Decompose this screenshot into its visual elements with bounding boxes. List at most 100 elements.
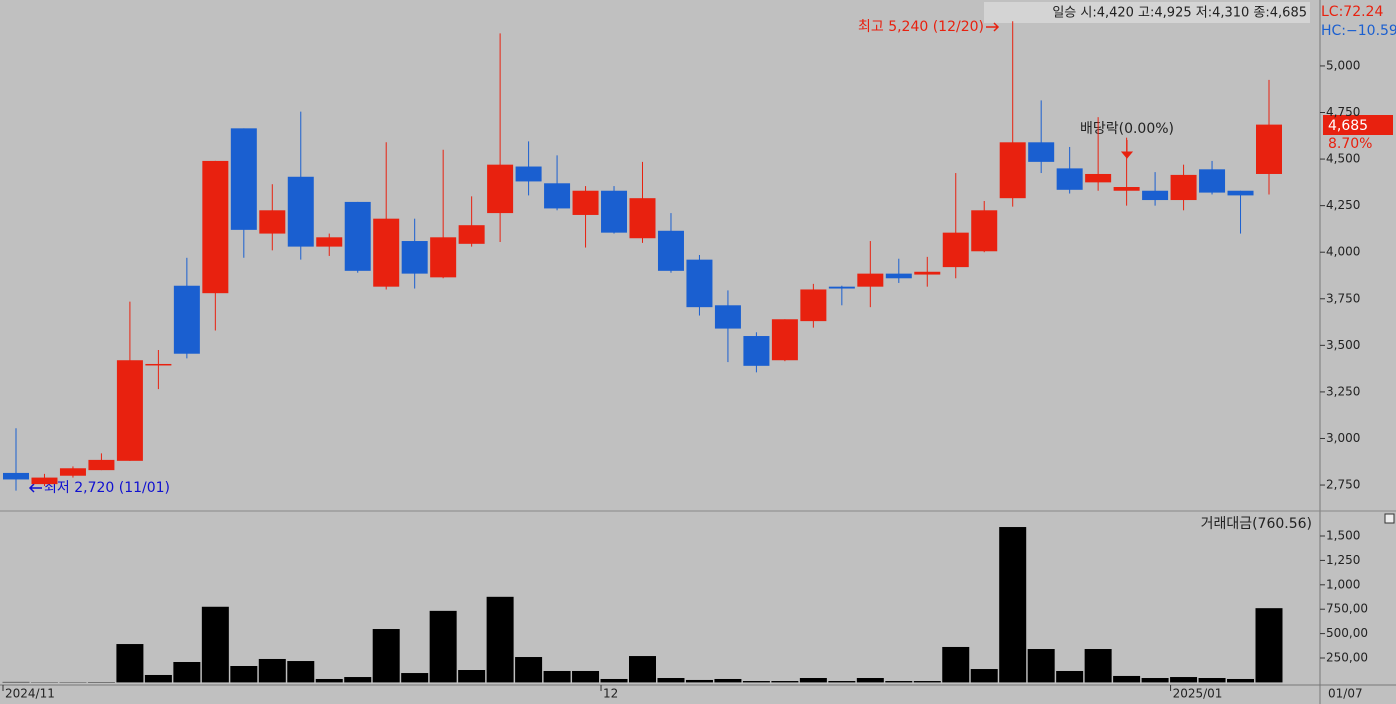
volume-bar [828,681,856,683]
volume-bar [1255,608,1283,683]
high-arrow [986,22,1000,32]
candle-body [116,360,143,461]
candle-body [771,319,798,361]
volume-bar [144,674,172,683]
volume-bar [629,656,656,683]
candle-body [572,190,599,215]
candle-body [373,218,400,287]
candle-body [202,160,229,294]
volume-bar [856,678,884,683]
y-tick-label: 4,750 [1326,105,1360,119]
candle-body [1085,173,1112,183]
candle-body [173,285,200,354]
candle-body [914,271,941,275]
candle-body [31,477,58,485]
volume-bar [714,678,742,683]
candle-body [230,128,257,230]
high-annotation: 최고 5,240 (12/20) [858,19,984,35]
volume-bar [1056,670,1084,683]
y-tick-label: 750,00 [1326,602,1368,616]
volume-bar [230,666,258,683]
candle-body [999,142,1026,199]
candle-body [942,232,969,268]
y-tick-label: 3,000 [1326,431,1360,445]
candle-body [458,225,485,244]
volume-bar [429,610,457,683]
y-tick-label: 4,500 [1326,152,1360,166]
candle-body [1199,169,1226,193]
volume-bar [287,661,315,683]
low-annotation: 최저 2,720 (11/01) [44,480,170,496]
candle-body [59,468,86,476]
volume-bar [401,673,429,683]
volume-bar [885,681,913,683]
candle-body [401,241,428,274]
volume-bar [742,681,770,683]
volume-bar [1084,649,1112,683]
x-tick-label: 2025/01 [1173,687,1223,701]
candle-body [1227,190,1254,196]
y-tick-label: 3,250 [1326,384,1360,398]
volume-title: 거래대금(760.56) [1201,516,1312,532]
volume-bar [201,606,229,683]
volume-bar [1170,677,1198,683]
volume-bar [173,662,201,683]
y-tick-label: 4,250 [1326,198,1360,212]
volume-bar [486,596,514,683]
candle-body [828,286,855,289]
change-label: 8.70% [1328,136,1372,152]
volume-bar [116,644,144,683]
volume-bar [543,670,571,683]
volume-bar [942,646,970,683]
candle-body [430,237,457,278]
volume-bar [970,669,998,683]
x-tick-label: 12 [603,687,618,701]
low-arrow [28,483,42,493]
candle-body [800,289,827,322]
candle-body [3,472,29,480]
y-tick-label: 1,500 [1326,529,1360,543]
volume-bar [685,679,713,683]
dividend-annotation: 배당락(0.00%) [1080,121,1174,137]
volume-bar [600,678,628,683]
y-tick-label: 3,750 [1326,291,1360,305]
volume-bar [1141,678,1169,683]
volume-bar [799,678,827,683]
candle-body [1170,174,1197,201]
volume-bar [515,657,543,683]
candle-body [885,273,912,279]
lc-label: LC:72.24 [1321,4,1383,20]
candle-body [1142,190,1169,201]
close-button[interactable] [1384,513,1395,524]
candle-body [1256,124,1282,174]
volume-bar [344,677,372,683]
volume-bar [771,681,799,683]
volume-bar [999,527,1027,683]
last-price-label: 4,685 [1328,118,1368,134]
y-tick-label: 3,500 [1326,338,1360,352]
hc-label: HC:−10.59 [1321,23,1396,39]
y-tick-label: 4,000 [1326,245,1360,259]
y-tick-label: 1,250 [1326,553,1360,567]
candle-body [1113,187,1140,191]
volume-bar [372,629,400,683]
volume-bar [1227,678,1255,683]
current-date-label: 01/07 [1328,687,1363,701]
candle-body [1056,168,1083,190]
volume-bar [572,670,600,683]
y-tick-label: 5,000 [1326,58,1360,72]
candle-body [259,210,286,234]
volume-bar [258,658,286,683]
last-price-box [1323,115,1393,135]
candle-body [601,190,628,233]
volume-bar [1113,675,1141,683]
candle-body [344,201,371,271]
volume-bar [657,678,685,683]
candle-body [515,166,542,182]
x-tick-label: 2024/11 [5,687,55,701]
y-tick-label: 1,000 [1326,577,1360,591]
candle-body [629,198,656,239]
volume-bar [1027,649,1055,683]
